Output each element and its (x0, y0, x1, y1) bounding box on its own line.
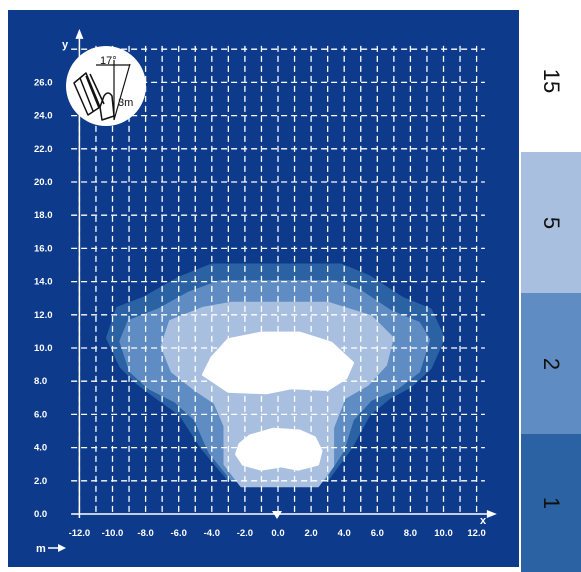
y-tick-layer: 0.0 2.0 4.0 6.0 8.0 10.0 12.0 14.0 16.0 18.0 20.0 2… (34, 77, 53, 520)
legend-cell-5: 5 (521, 152, 581, 293)
y-tick-label: 4.0 (34, 443, 47, 454)
legend-label-1: 1 (539, 496, 564, 510)
legend-cell-2: 2 (521, 293, 581, 434)
mounting-inset: 17° 3m (66, 46, 146, 126)
x-tick-label: -2.0 (237, 528, 253, 539)
legend-label-15: 15 (538, 68, 564, 94)
zone-layer (106, 263, 445, 488)
x-tick-layer: -12.0 -10.0 -8.0 -6.0 -4.0 -2.0 0.0 2.0 4.0 6.0 8.… (69, 528, 486, 539)
inset-angle-label: 17° (100, 55, 117, 67)
y-tick-label: 22.0 (34, 144, 53, 155)
x-tick-label: 8.0 (404, 528, 417, 539)
inset-circle (66, 46, 146, 126)
x-axis-label: x (480, 515, 487, 527)
x-tick-label: 10.0 (434, 528, 453, 539)
y-tick-label: 18.0 (34, 210, 53, 221)
inset-height-label: 3m (118, 97, 133, 109)
y-tick-label: 20.0 (34, 177, 53, 188)
x-tick-label: 0.0 (271, 528, 284, 539)
y-tick-label: 6.0 (34, 409, 47, 420)
y-tick-label: 14.0 (34, 277, 53, 288)
x-tick-label: -10.0 (102, 528, 124, 539)
zone-15-3 (202, 331, 354, 395)
x-axis-arrow (486, 510, 497, 518)
x-tick-label: -12.0 (69, 528, 91, 539)
zone-15-4 (235, 427, 323, 471)
unit-label: m (36, 543, 46, 555)
x-tick-label: 4.0 (338, 528, 351, 539)
y-tick-label: 24.0 (34, 111, 53, 122)
y-tick-label: 12.0 (34, 310, 53, 321)
unit-arrow-head (58, 544, 66, 552)
inset-angle-line (113, 63, 131, 121)
y-tick-label: 0.0 (34, 509, 47, 520)
legend-label-5: 5 (539, 216, 564, 229)
legend-label-2: 2 (539, 357, 564, 370)
y-tick-label: 16.0 (34, 243, 53, 254)
legend-cell-15: 15 (521, 10, 581, 152)
x-tick-label: 2.0 (304, 528, 317, 539)
y-axis-label: y (62, 39, 69, 51)
y-axis-arrow (75, 28, 84, 39)
x-tick-label: -6.0 (171, 528, 187, 539)
y-tick-label: 8.0 (34, 376, 47, 387)
lamp-icon (73, 72, 115, 121)
y-tick-label: 2.0 (34, 476, 47, 487)
x-tick-label: -8.0 (137, 528, 153, 539)
x-tick-label: 12.0 (467, 528, 486, 539)
legend-cell-1: 1 (521, 434, 581, 572)
y-tick-label: 26.0 (34, 77, 53, 88)
y-tick-label: 10.0 (34, 343, 53, 354)
grid-layer (71, 45, 485, 514)
x-tick-label: -4.0 (204, 528, 220, 539)
x-tick-label: 6.0 (371, 528, 384, 539)
origin-marker (272, 511, 282, 519)
